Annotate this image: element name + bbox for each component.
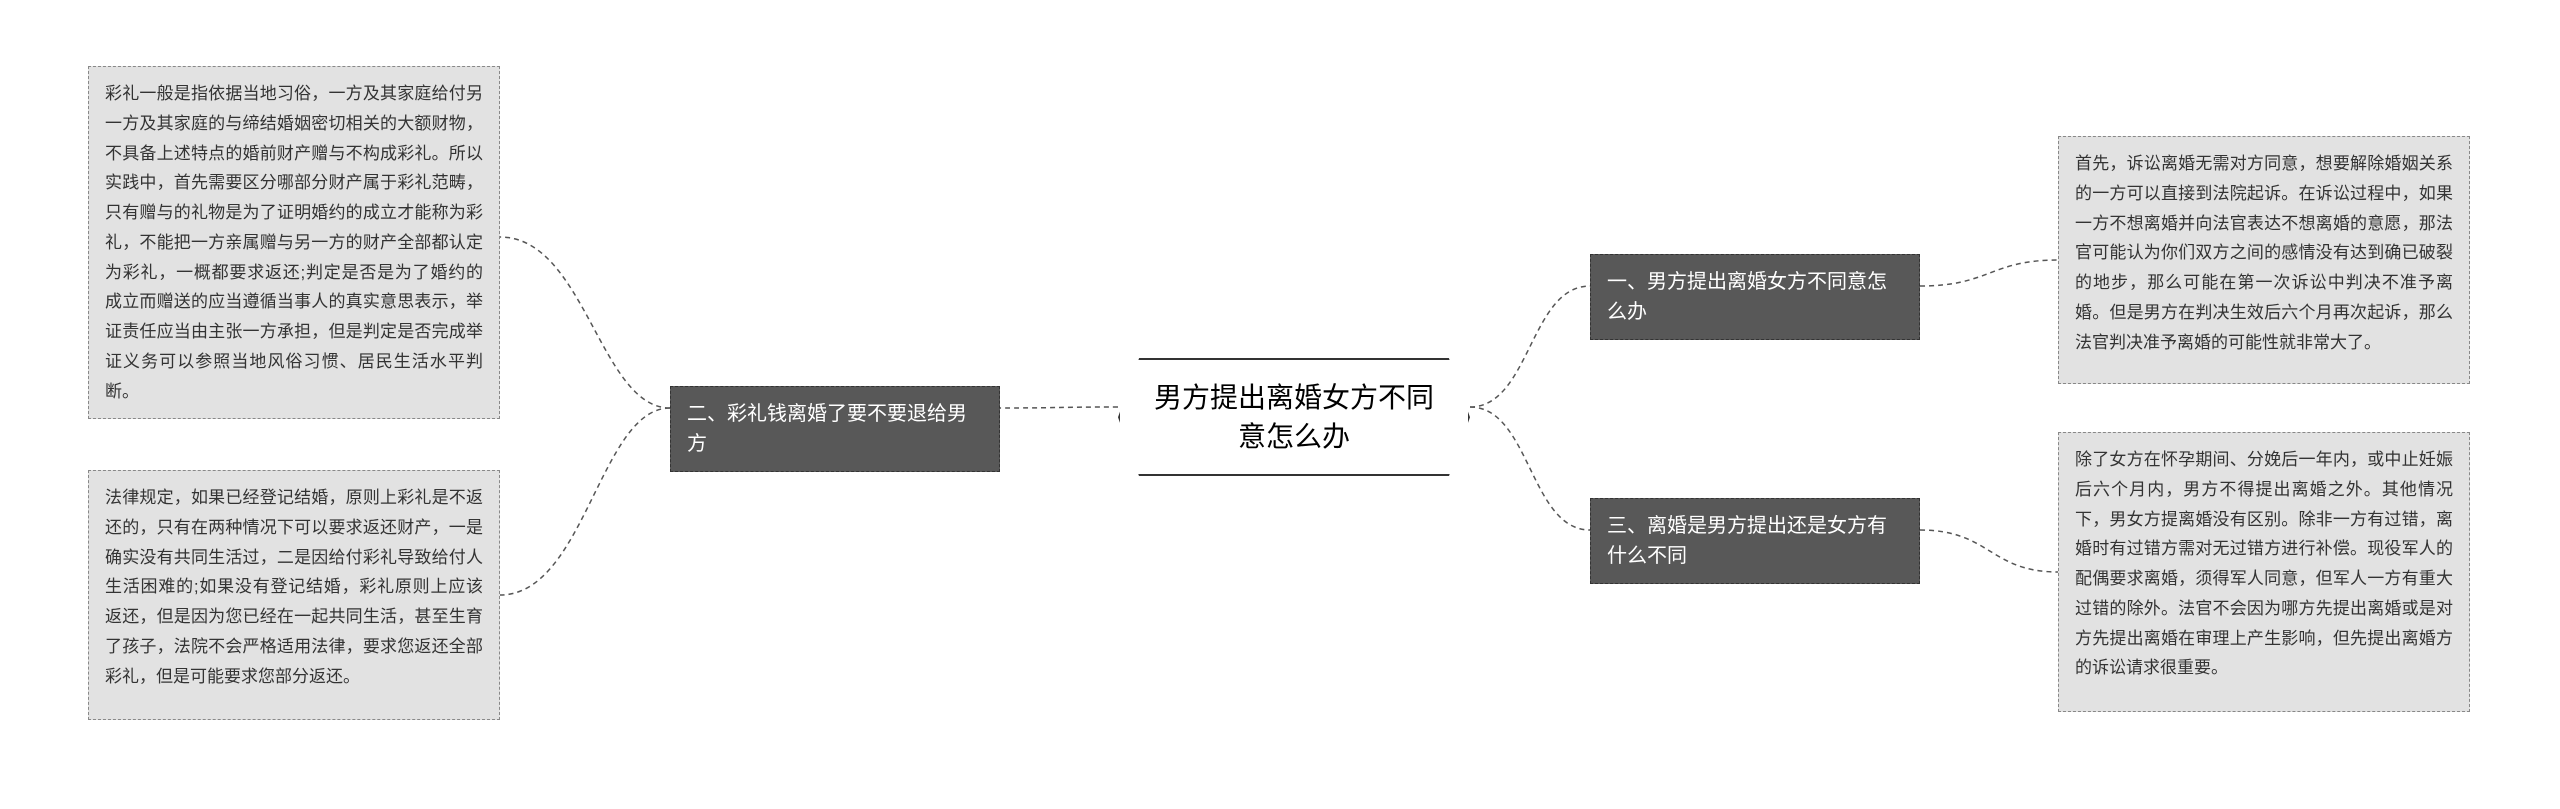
center-node: 男方提出离婚女方不同意怎么办: [1118, 358, 1470, 476]
connector-path: [1470, 407, 1590, 530]
connector-path: [500, 237, 670, 408]
connector-path: [500, 408, 670, 595]
branch-title: 三、离婚是男方提出还是女方有什么不同: [1607, 515, 1887, 567]
center-text: 男方提出离婚女方不同意怎么办: [1154, 382, 1434, 452]
branch-node-right-2: 三、离婚是男方提出还是女方有什么不同: [1590, 498, 1920, 584]
connector-path: [1470, 286, 1590, 407]
leaf-text: 法律规定，如果已经登记结婚，原则上彩礼是不返还的，只有在两种情况下可以要求返还财…: [105, 488, 483, 686]
leaf-node-right-2-1: 除了女方在怀孕期间、分娩后一年内，或中止妊娠后六个月内，男方不得提出离婚之外。其…: [2058, 432, 2470, 712]
branch-node-right-1: 一、男方提出离婚女方不同意怎么办: [1590, 254, 1920, 340]
connector-path: [1920, 530, 2058, 572]
leaf-text: 彩礼一般是指依据当地习俗，一方及其家庭给付另一方及其家庭的与缔结婚姻密切相关的大…: [105, 84, 483, 401]
connector-path: [1000, 407, 1118, 408]
branch-title: 一、男方提出离婚女方不同意怎么办: [1607, 271, 1887, 323]
branch-node-left-1: 二、彩礼钱离婚了要不要退给男方: [670, 386, 1000, 472]
leaf-node-right-1-1: 首先，诉讼离婚无需对方同意，想要解除婚姻关系的一方可以直接到法院起诉。在诉讼过程…: [2058, 136, 2470, 384]
leaf-text: 首先，诉讼离婚无需对方同意，想要解除婚姻关系的一方可以直接到法院起诉。在诉讼过程…: [2075, 154, 2453, 352]
connector-path: [1920, 260, 2058, 286]
leaf-node-left-1-2: 法律规定，如果已经登记结婚，原则上彩礼是不返还的，只有在两种情况下可以要求返还财…: [88, 470, 500, 720]
leaf-text: 除了女方在怀孕期间、分娩后一年内，或中止妊娠后六个月内，男方不得提出离婚之外。其…: [2075, 450, 2453, 677]
leaf-node-left-1-1: 彩礼一般是指依据当地习俗，一方及其家庭给付另一方及其家庭的与缔结婚姻密切相关的大…: [88, 66, 500, 419]
branch-title: 二、彩礼钱离婚了要不要退给男方: [687, 403, 967, 455]
